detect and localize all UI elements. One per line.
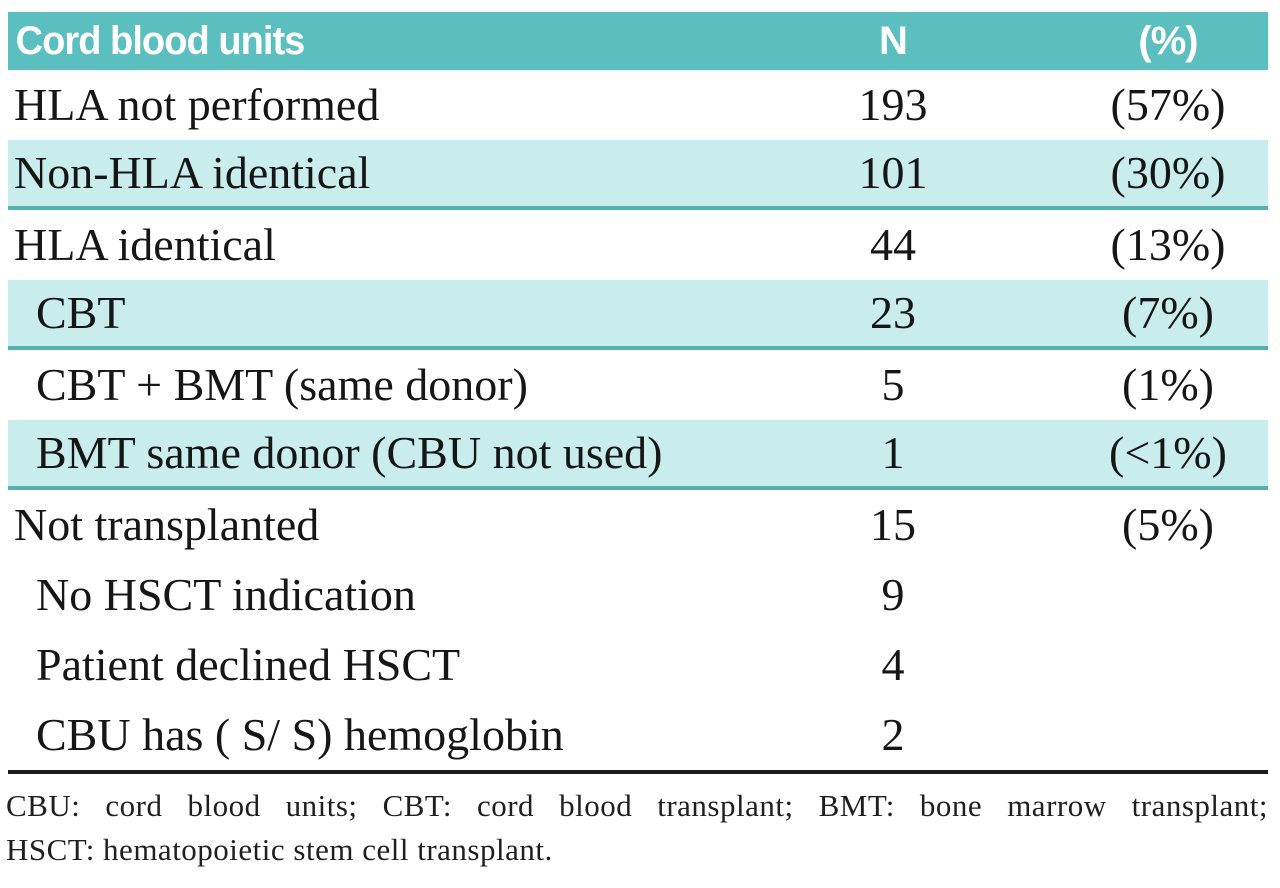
table-row: Patient declined HSCT 4 xyxy=(8,630,1268,700)
row-n: 9 xyxy=(881,569,905,620)
table-row: BMT same donor (CBU not used) 1 (<1%) xyxy=(8,420,1268,490)
row-pct: (<1%) xyxy=(1109,427,1227,478)
table-row: CBU has ( S/ S) hemoglobin 2 xyxy=(8,700,1268,770)
table-bottom-rule xyxy=(8,770,1268,774)
row-label: CBT xyxy=(36,287,126,338)
row-label: HLA not performed xyxy=(14,79,380,130)
row-n: 1 xyxy=(881,427,905,478)
row-n: 101 xyxy=(858,147,928,198)
footnote-line-2: HSCT: hematopoietic stem cell transplant… xyxy=(6,832,553,867)
row-label: No HSCT indication xyxy=(36,569,416,620)
row-pct: (7%) xyxy=(1122,287,1214,338)
row-n: 4 xyxy=(881,639,905,690)
row-n: 23 xyxy=(870,287,916,338)
table-row: No HSCT indication 9 xyxy=(8,560,1268,630)
footnote: CBU: cord blood units; CBT: cord blood t… xyxy=(6,784,1268,872)
row-label: HLA identical xyxy=(14,219,276,270)
table-row: HLA identical 44 (13%) xyxy=(8,210,1268,280)
cord-blood-units-table: Cord blood units N (%) HLA not performed… xyxy=(8,12,1268,774)
header-col-cord-blood-units: Cord blood units xyxy=(15,18,306,63)
row-label: CBU has ( S/ S) hemoglobin xyxy=(36,709,564,760)
table-row: Non-HLA identical 101 (30%) xyxy=(8,140,1268,210)
row-n: 2 xyxy=(881,709,905,760)
row-label: Patient declined HSCT xyxy=(36,639,461,690)
row-pct: (5%) xyxy=(1122,499,1214,550)
row-label: Not transplanted xyxy=(14,499,320,550)
row-pct: (57%) xyxy=(1110,79,1226,130)
table-row: HLA not performed 193 (57%) xyxy=(8,70,1268,140)
header-col-n: N xyxy=(879,18,908,63)
row-label: Non-HLA identical xyxy=(14,147,371,198)
row-label: BMT same donor (CBU not used) xyxy=(36,427,663,478)
row-n: 15 xyxy=(870,499,916,550)
row-n: 44 xyxy=(870,219,916,270)
table-row: CBT 23 (7%) xyxy=(8,280,1268,350)
row-n: 193 xyxy=(858,79,928,130)
row-pct: (1%) xyxy=(1122,359,1214,410)
footnote-line-1: CBU: cord blood units; CBT: cord blood t… xyxy=(6,788,1268,823)
row-pct: (30%) xyxy=(1110,147,1226,198)
row-n: 5 xyxy=(881,359,905,410)
row-pct: (13%) xyxy=(1110,219,1226,270)
table-row: Not transplanted 15 (5%) xyxy=(8,490,1268,560)
header-col-percent: (%) xyxy=(1138,18,1198,63)
row-label: CBT + BMT (same donor) xyxy=(36,359,528,410)
table-body: HLA not performed 193 (57%) Non-HLA iden… xyxy=(8,70,1268,770)
table-header-row: Cord blood units N (%) xyxy=(8,12,1268,70)
table-row: CBT + BMT (same donor) 5 (1%) xyxy=(8,350,1268,420)
